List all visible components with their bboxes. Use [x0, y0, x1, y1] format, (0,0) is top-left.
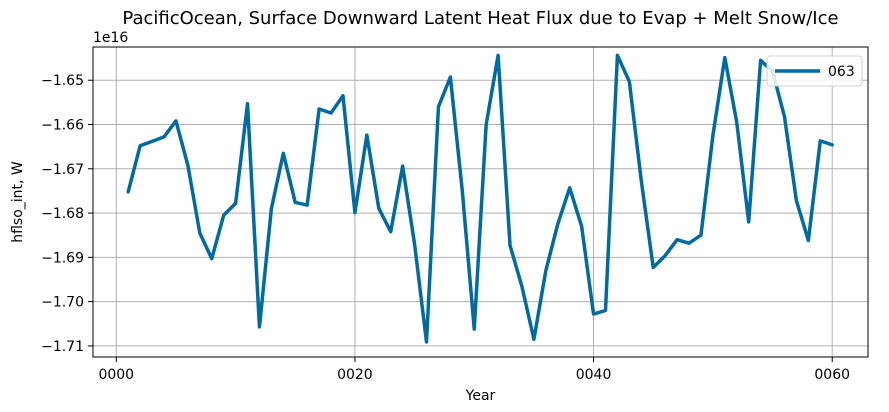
grid-layer	[93, 47, 868, 357]
x-tick-label: 0020	[337, 367, 373, 383]
y-tick-label: −1.68	[41, 206, 84, 222]
chart-title: PacificOcean, Surface Downward Latent He…	[122, 8, 838, 29]
y-tick-label: −1.66	[41, 118, 84, 134]
plot-frame	[92, 46, 869, 358]
series-line-063	[126, 53, 834, 344]
x-axis-label: Year	[465, 388, 496, 404]
legend: 063	[766, 55, 863, 87]
y-axis-offset-text: 1e16	[93, 30, 128, 46]
x-tick-label: 0040	[576, 367, 612, 383]
y-tick-label: −1.69	[41, 250, 84, 266]
series-layer	[126, 53, 834, 344]
x-tick-label: 0060	[814, 367, 850, 383]
y-tick-label: −1.71	[41, 339, 84, 355]
tick-layer: 0000 0020 0040 0060 −1.71 −1.70 −1.69 −1.68 −1.6…	[41, 73, 850, 383]
legend-label-063: 063	[828, 64, 855, 80]
y-axis-label: hflso_int, W	[10, 161, 26, 243]
y-tick-label: −1.65	[41, 73, 84, 89]
y-tick-label: −1.67	[41, 162, 84, 178]
x-tick-label: 0000	[98, 367, 134, 383]
y-tick-label: −1.70	[41, 295, 84, 311]
